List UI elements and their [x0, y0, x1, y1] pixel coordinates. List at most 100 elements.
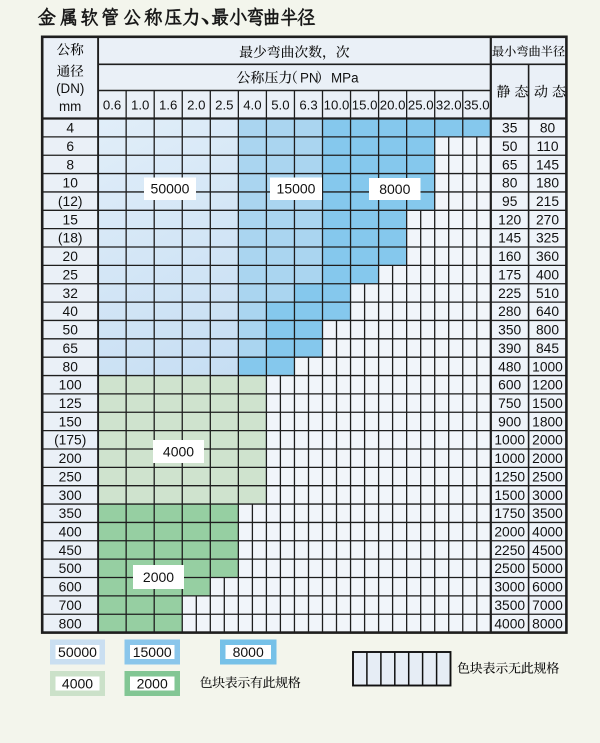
svg-text:110: 110 [537, 139, 559, 154]
svg-text:750: 750 [498, 396, 521, 411]
svg-text:600: 600 [498, 378, 521, 393]
svg-text:3000: 3000 [494, 580, 525, 595]
svg-text:845: 845 [536, 341, 559, 356]
svg-text:480: 480 [498, 359, 521, 374]
svg-text:325: 325 [536, 231, 559, 246]
svg-text:2000: 2000 [143, 569, 174, 585]
svg-text:1500: 1500 [532, 396, 563, 411]
svg-text:10: 10 [63, 176, 79, 191]
svg-text:2000: 2000 [494, 525, 525, 540]
svg-text:35: 35 [502, 121, 518, 136]
svg-text:15: 15 [63, 212, 79, 227]
svg-text:(12): (12) [58, 194, 83, 209]
svg-text:40: 40 [63, 304, 79, 319]
svg-text:(175): (175) [54, 433, 86, 448]
svg-text:2000: 2000 [137, 675, 168, 691]
svg-text:8000: 8000 [233, 644, 264, 660]
svg-text:200: 200 [59, 451, 82, 466]
svg-text:4000: 4000 [532, 525, 563, 540]
svg-text:145: 145 [536, 157, 559, 172]
svg-text:175: 175 [498, 268, 521, 283]
svg-text:20: 20 [63, 249, 79, 264]
svg-text:3500: 3500 [532, 506, 563, 521]
svg-text:8000: 8000 [379, 181, 410, 197]
svg-text:350: 350 [498, 323, 521, 338]
svg-text:20.0: 20.0 [380, 97, 406, 112]
svg-text:150: 150 [59, 414, 82, 429]
svg-text:2250: 2250 [494, 543, 525, 558]
svg-text:125: 125 [59, 396, 82, 411]
svg-text:5000: 5000 [532, 561, 563, 576]
svg-text:50000: 50000 [151, 181, 190, 197]
svg-text:(DN): (DN) [56, 81, 84, 96]
svg-text:PN: PN [300, 70, 319, 85]
svg-text:2500: 2500 [532, 469, 563, 484]
svg-text:1000: 1000 [532, 359, 563, 374]
svg-text:250: 250 [59, 469, 82, 484]
svg-text:1.0: 1.0 [131, 97, 149, 112]
svg-text:5.0: 5.0 [271, 97, 289, 112]
svg-text:MPa: MPa [331, 70, 359, 85]
svg-text:1800: 1800 [532, 414, 563, 429]
svg-text:2.0: 2.0 [187, 97, 205, 112]
svg-text:15000: 15000 [133, 644, 172, 660]
svg-text:350: 350 [59, 506, 82, 521]
svg-text:4500: 4500 [532, 543, 563, 558]
svg-text:6: 6 [66, 139, 74, 154]
svg-text:4000: 4000 [494, 616, 525, 631]
svg-text:500: 500 [59, 561, 82, 576]
svg-text:50000: 50000 [58, 644, 97, 660]
svg-text:400: 400 [536, 268, 559, 283]
svg-text:4.0: 4.0 [243, 97, 261, 112]
svg-text:(18): (18) [58, 231, 83, 246]
svg-text:4: 4 [66, 121, 74, 136]
svg-text:390: 390 [498, 341, 521, 356]
svg-text:300: 300 [59, 488, 82, 503]
svg-text:8: 8 [66, 157, 74, 172]
svg-text:4000: 4000 [163, 443, 194, 459]
svg-text:65: 65 [502, 157, 518, 172]
svg-text:50: 50 [502, 139, 518, 154]
svg-text:180: 180 [536, 176, 559, 191]
svg-text:2000: 2000 [532, 451, 563, 466]
svg-text:7000: 7000 [532, 598, 563, 613]
svg-text:225: 225 [498, 286, 521, 301]
svg-text:6000: 6000 [532, 580, 563, 595]
svg-text:65: 65 [63, 341, 79, 356]
svg-text:4000: 4000 [62, 675, 93, 691]
svg-text:2000: 2000 [532, 433, 563, 448]
svg-text:1.6: 1.6 [159, 97, 177, 112]
svg-text:270: 270 [536, 212, 559, 227]
svg-text:1500: 1500 [494, 488, 525, 503]
svg-text:1200: 1200 [532, 378, 563, 393]
svg-text:145: 145 [498, 231, 521, 246]
svg-text:450: 450 [59, 543, 82, 558]
svg-text:50: 50 [63, 323, 79, 338]
svg-text:25: 25 [63, 268, 79, 283]
svg-text:15000: 15000 [277, 181, 316, 197]
svg-text:900: 900 [498, 414, 521, 429]
svg-text:800: 800 [536, 323, 559, 338]
svg-text:1250: 1250 [494, 469, 525, 484]
svg-text:6.3: 6.3 [299, 97, 317, 112]
svg-text:600: 600 [59, 580, 82, 595]
svg-text:80: 80 [502, 176, 518, 191]
svg-text:2500: 2500 [494, 561, 525, 576]
svg-text:640: 640 [536, 304, 559, 319]
svg-text:280: 280 [498, 304, 521, 319]
svg-text:80: 80 [63, 359, 79, 374]
svg-text:800: 800 [59, 616, 82, 631]
svg-text:32.0: 32.0 [436, 97, 462, 112]
svg-text:120: 120 [498, 212, 521, 227]
svg-text:160: 160 [498, 249, 521, 264]
svg-text:1000: 1000 [494, 451, 525, 466]
svg-text:95: 95 [502, 194, 518, 209]
svg-text:1000: 1000 [494, 433, 525, 448]
svg-text:510: 510 [536, 286, 559, 301]
svg-text:80: 80 [540, 121, 556, 136]
svg-text:360: 360 [536, 249, 559, 264]
svg-text:400: 400 [59, 525, 82, 540]
svg-text:25.0: 25.0 [408, 97, 434, 112]
svg-text:15.0: 15.0 [352, 97, 378, 112]
svg-text:mm: mm [59, 99, 81, 114]
